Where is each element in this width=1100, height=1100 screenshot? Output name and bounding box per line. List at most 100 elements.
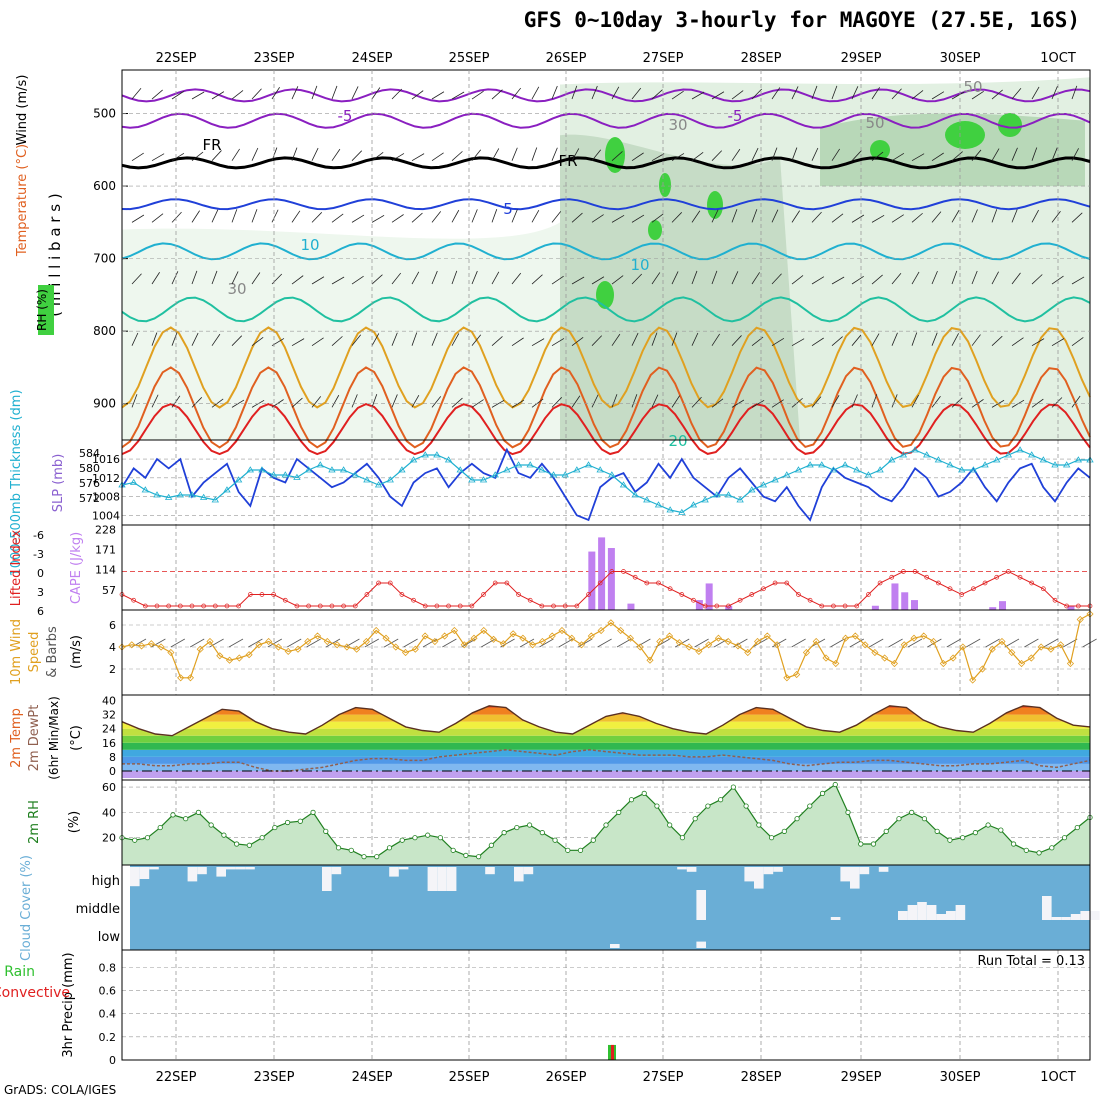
thickness-marker	[1027, 451, 1036, 458]
cape-bar	[871, 605, 879, 610]
wind-barb	[811, 276, 825, 285]
lifted-index-marker	[259, 592, 265, 597]
top-date-label: 1OCT	[1040, 51, 1076, 66]
lifted-index-marker	[399, 592, 405, 597]
wind-barb	[451, 333, 460, 346]
rh-area	[122, 784, 1090, 865]
lifted-index-marker	[177, 603, 183, 609]
wind-tick: 4	[109, 641, 116, 654]
thickness-marker	[689, 501, 698, 508]
cloud-high-bar	[686, 867, 697, 872]
wind-barb	[1051, 85, 1058, 100]
wind-10m-barb	[1063, 638, 1078, 648]
top-date-label: 25SEP	[449, 51, 490, 66]
bottom-date-label: 22SEP	[156, 1070, 197, 1085]
wind-barb	[531, 209, 540, 223]
wind-barb	[191, 151, 204, 162]
wind-barb	[531, 147, 538, 161]
wind-barb	[371, 214, 385, 223]
top-date-label: 24SEP	[352, 51, 393, 66]
wind-speed-marker	[675, 639, 683, 647]
rh-marker	[335, 845, 342, 851]
cloud-high-bar	[437, 867, 447, 891]
wind-barb	[551, 397, 563, 408]
lifted-index-marker	[154, 603, 160, 609]
thickness-line	[121, 449, 1090, 514]
lifted-index-marker	[131, 597, 137, 603]
wind-barb	[331, 213, 344, 223]
rh-marker	[718, 797, 724, 803]
wind-barb	[291, 147, 298, 161]
rh-marker	[743, 803, 749, 809]
wind-speed-marker	[519, 634, 527, 642]
wind-barb	[731, 335, 742, 346]
cape-bar	[695, 600, 703, 610]
lifted-index-marker	[341, 603, 346, 609]
rh-marker	[144, 835, 151, 841]
wind-barb	[631, 394, 638, 408]
wind-barb	[931, 270, 938, 285]
temp-axis-label: 2m Temp	[9, 708, 24, 768]
rh-marker	[1061, 835, 1068, 841]
wind-barb	[1071, 212, 1083, 223]
wind-tick: 2	[109, 663, 116, 676]
thickness-marker	[946, 461, 954, 468]
lifted-index-marker	[889, 574, 895, 580]
wind-barb	[311, 212, 323, 223]
lifted-index-marker	[329, 603, 335, 609]
wind-speed-marker	[636, 643, 644, 651]
temp-contour-30	[121, 366, 1091, 449]
cloud-high-bar	[245, 867, 255, 870]
wind-barb	[391, 394, 398, 408]
thickness-marker	[969, 466, 978, 473]
wind-barb	[691, 396, 702, 408]
wind-barb	[411, 90, 424, 100]
wind-speed-marker	[1057, 641, 1065, 649]
thickness-marker	[316, 461, 324, 468]
wind-barb	[951, 91, 965, 100]
rh-marker	[323, 828, 329, 834]
wind-speed-marker	[577, 641, 586, 649]
li-axis-label: Lifted Index	[9, 529, 24, 606]
wind-speed-marker	[548, 632, 556, 640]
wind-speed-marker	[372, 626, 380, 635]
rh-marker	[170, 812, 176, 818]
wind-barb	[591, 335, 603, 346]
cloud-level-label: high	[92, 874, 120, 889]
wind-barb	[551, 147, 558, 161]
lifted-index-marker	[527, 597, 533, 603]
wind-speed-marker	[216, 652, 224, 660]
wind-barb	[491, 336, 503, 346]
wind-barb	[171, 271, 179, 285]
cape-tick: 57	[102, 584, 116, 597]
wind-barb	[831, 85, 838, 100]
wind-speed-marker	[1017, 659, 1026, 668]
wind-speed-marker	[460, 641, 468, 649]
thickness-marker	[339, 466, 348, 473]
wind-speed-marker	[147, 640, 155, 648]
rh-marker	[590, 837, 596, 843]
rh-marker	[730, 784, 736, 790]
top-date-label: 23SEP	[254, 51, 295, 66]
wind-barb	[531, 338, 545, 347]
wind-barb	[491, 148, 500, 161]
wind-10m-barb	[442, 638, 457, 648]
lifted-index-marker	[714, 603, 720, 609]
wind-speed-marker	[900, 641, 908, 649]
wind-barb	[531, 398, 544, 408]
wind-barb	[411, 394, 420, 408]
wind-10m-barb	[1043, 638, 1058, 648]
lifted-index-marker	[376, 580, 381, 586]
thickness-marker	[164, 493, 173, 500]
cloud-middle-bar	[936, 914, 946, 920]
wind-barb	[291, 338, 305, 347]
rh-marker	[157, 824, 163, 831]
wind-barb	[631, 332, 639, 346]
cape-bar	[1067, 606, 1075, 610]
thickness-marker	[701, 496, 709, 503]
wind-barb	[871, 214, 885, 223]
thickness-marker	[293, 473, 301, 480]
lifted-index-marker	[702, 603, 708, 609]
rh-shade-saturated	[998, 113, 1022, 137]
